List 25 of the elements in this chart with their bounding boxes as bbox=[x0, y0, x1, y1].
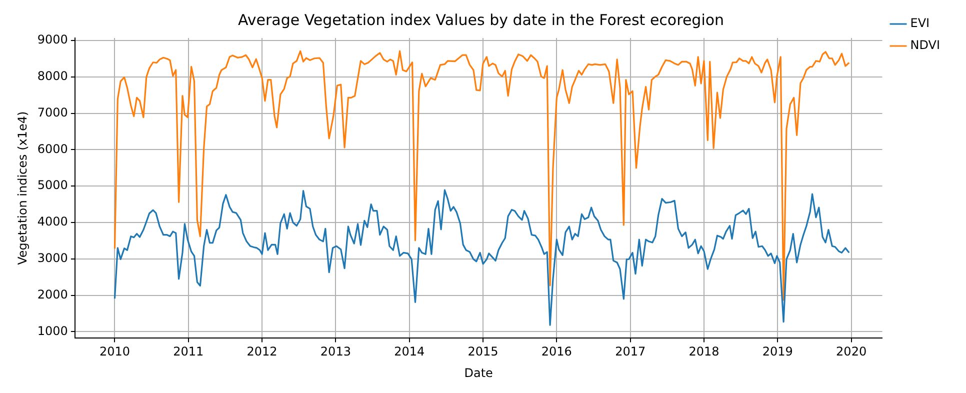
x-tick-label: 2010 bbox=[99, 344, 130, 359]
x-tick-label: 2016 bbox=[541, 344, 572, 359]
y-tick-label: 9000 bbox=[37, 32, 68, 47]
x-tick-label: 2015 bbox=[468, 344, 498, 359]
x-tick-label: 2011 bbox=[173, 344, 204, 359]
y-tick-label: 2000 bbox=[37, 287, 68, 302]
y-tick-label: 3000 bbox=[37, 251, 68, 265]
x-tick-label: 2020 bbox=[836, 344, 867, 359]
x-tick-label: 2019 bbox=[762, 344, 793, 359]
chart-title: Average Vegetation index Values by date in the Forest ecoregion bbox=[238, 10, 724, 29]
y-tick-label: 8000 bbox=[37, 69, 68, 84]
y-tick-label: 5000 bbox=[37, 178, 68, 192]
x-axis-title: Date bbox=[464, 366, 493, 380]
legend-label: NDVI bbox=[910, 38, 940, 52]
x-tick-label: 2013 bbox=[320, 344, 351, 359]
y-tick-label: 4000 bbox=[37, 214, 68, 229]
x-tick-label: 2018 bbox=[688, 344, 720, 359]
y-tick-label: 1000 bbox=[37, 324, 68, 338]
y-tick-label: 6000 bbox=[37, 142, 68, 156]
y-axis-title: Vegetation indices (x1e4) bbox=[15, 111, 30, 265]
legend-label: EVI bbox=[910, 16, 930, 30]
x-tick-label: 2014 bbox=[394, 344, 425, 359]
y-tick-label: 7000 bbox=[37, 105, 68, 120]
x-tick-label: 2017 bbox=[615, 344, 646, 359]
x-tick-label: 2012 bbox=[246, 344, 278, 359]
